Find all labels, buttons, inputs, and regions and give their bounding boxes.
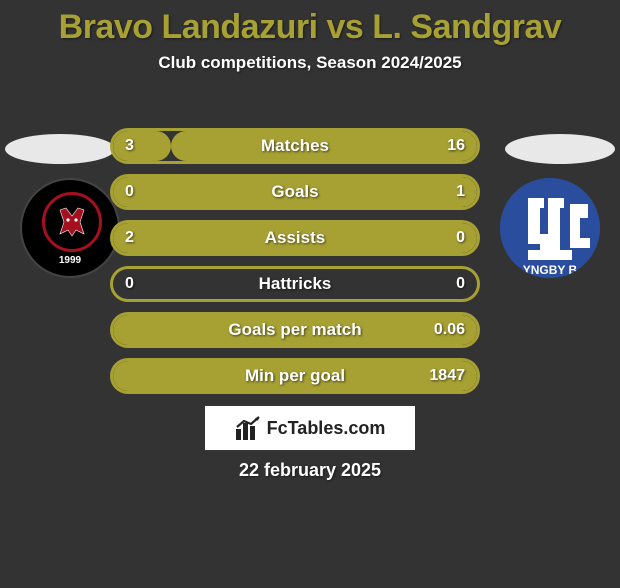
stat-bar-fill-right — [171, 131, 477, 161]
midtjylland-wolf-icon — [42, 192, 102, 252]
stat-bar-min-per-goal: 1847Min per goal — [110, 358, 480, 394]
stat-bar-goals-per-match: 0.06Goals per match — [110, 312, 480, 348]
stat-bar-assists: 20Assists — [110, 220, 480, 256]
club-logo-left: 1999 — [20, 178, 120, 278]
stat-bar-matches: 316Matches — [110, 128, 480, 164]
stat-label: Hattricks — [113, 269, 477, 299]
stat-bar-hattricks: 0 0Hattricks — [110, 266, 480, 302]
fctables-logo-icon — [235, 415, 261, 441]
svg-text:YNGBY B: YNGBY B — [523, 263, 578, 277]
player-left-ellipse — [5, 134, 115, 164]
lyngby-viking-icon: YNGBY B — [500, 178, 600, 278]
club-founded-year: 1999 — [59, 255, 81, 266]
player-right-ellipse — [505, 134, 615, 164]
stat-bar-fill-left — [113, 131, 171, 161]
stat-bar-fill-left — [113, 223, 477, 253]
comparison-bars: 316Matches 01Goals 20Assists 0 0Hattricks 0.0… — [110, 128, 480, 404]
fctables-badge: FcTables.com — [205, 406, 415, 450]
fctables-text: FcTables.com — [267, 418, 386, 439]
stat-bar-fill-right — [113, 315, 477, 345]
stat-bar-fill-right — [113, 361, 477, 391]
date-label: 22 february 2025 — [0, 460, 620, 481]
stat-bar-fill-right — [113, 177, 477, 207]
stat-value-right: 0 — [456, 269, 465, 299]
stat-value-left: 0 — [125, 269, 134, 299]
stat-bar-goals: 01Goals — [110, 174, 480, 210]
page-title: Bravo Landazuri vs L. Sandgrav — [0, 8, 620, 47]
club-logo-right: YNGBY B — [500, 178, 600, 278]
subtitle: Club competitions, Season 2024/2025 — [0, 53, 620, 73]
